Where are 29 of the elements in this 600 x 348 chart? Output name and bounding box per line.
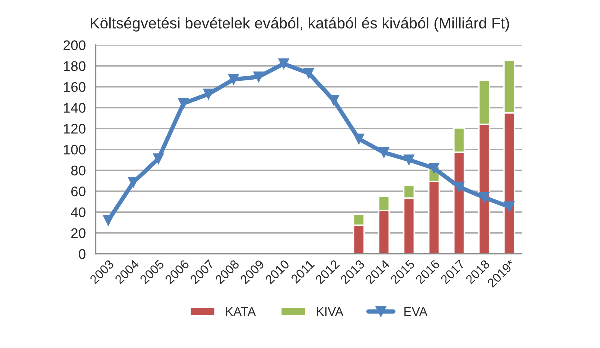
y-tick-label: 20 [72,228,86,238]
point [153,154,164,164]
point [278,58,290,70]
point [203,88,214,100]
y-tick-label: 100 [64,144,86,155]
y-tick-label: 40 [71,208,86,218]
point [178,98,190,110]
point [378,147,390,158]
y-tick-label: 160 [64,82,86,92]
y-tick-label: 120 [64,124,86,134]
point [428,163,440,174]
y-tick-label: 60 [72,186,86,197]
legend-label: KATA [226,308,256,316]
chart-title: Költségvetési bevételek evából, katából és kivából (Milliárd Ft) [91,17,510,32]
y-tick-label: 0 [79,249,86,260]
point [228,74,240,86]
point [404,154,415,166]
point [479,192,490,204]
y-tick-label: 180 [64,61,86,72]
legend-label: KIVA [317,308,344,316]
y-tick-label: 80 [71,166,86,176]
point [254,72,264,82]
legend-label: EVA [404,308,428,316]
point [504,202,515,212]
y-tick-label: 140 [64,103,86,114]
point [354,134,364,145]
point [304,68,314,79]
y-tick-label: 200 [64,40,86,50]
point [103,215,114,226]
